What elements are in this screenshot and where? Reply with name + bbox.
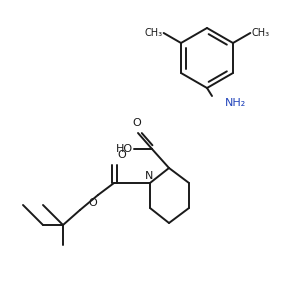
Text: CH₃: CH₃ (251, 28, 269, 38)
Text: NH₂: NH₂ (225, 98, 246, 108)
Text: HO: HO (116, 144, 133, 154)
Text: O: O (133, 118, 141, 128)
Text: CH₃: CH₃ (145, 28, 163, 38)
Text: O: O (88, 198, 97, 208)
Text: N: N (145, 171, 153, 181)
Text: O: O (117, 150, 126, 160)
